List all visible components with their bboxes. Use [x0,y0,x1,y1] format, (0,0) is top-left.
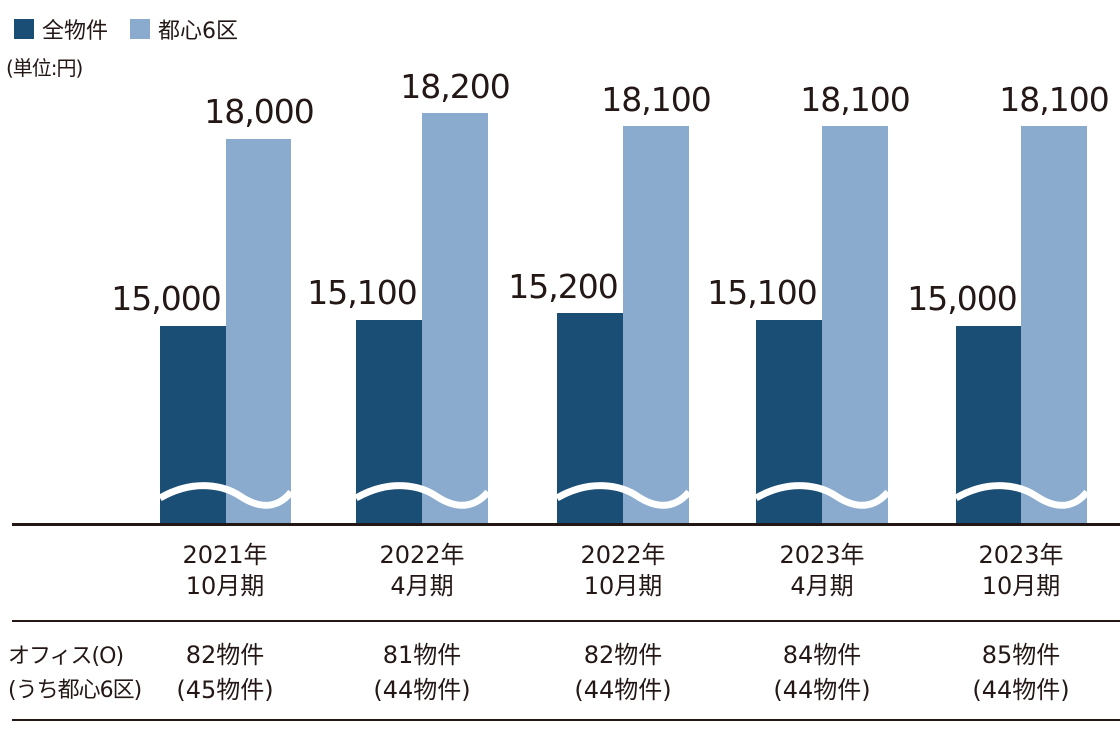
count-central6: (44物件) [773,676,871,704]
value-label: 15,200 [508,267,618,306]
value-label: 15,000 [111,279,221,318]
bar-central6-2021-oct [226,139,291,524]
category-year: 2022年 [580,541,666,569]
category-label: 2022年 10月期 [543,540,703,602]
category-period: 10月期 [981,572,1061,600]
bar-central6-2022-oct [623,126,689,524]
value-label: 18,100 [999,80,1109,119]
table-top-rule [12,620,1120,622]
property-count: 84物件 (44物件) [737,638,907,708]
category-period: 4月期 [390,572,454,600]
legend-item-all: 全物件 [14,13,108,45]
count-total: 85物件 [981,641,1061,669]
legend-swatch-all [14,19,34,39]
bar-all-2023-apr [756,320,822,524]
category-label: 2021年 10月期 [145,540,305,602]
category-year: 2022年 [379,541,465,569]
category-label: 2023年 4月期 [742,540,902,602]
legend-swatch-central6 [130,19,151,39]
value-label: 15,100 [307,273,417,312]
value-label: 18,000 [204,92,314,131]
count-total: 81物件 [382,641,462,669]
count-central6: (44物件) [373,676,471,704]
bar-central6-2022-apr [422,113,488,524]
category-period: 4月期 [790,572,854,600]
row-label: オフィス(O) (うち都心6区) [8,640,142,708]
category-year: 2021年 [182,541,268,569]
category-year: 2023年 [779,541,865,569]
property-count: 82物件 (44物件) [538,638,708,708]
category-year: 2023年 [978,541,1064,569]
value-label: 15,100 [707,273,817,312]
property-count: 82物件 (45物件) [140,638,310,708]
table-bottom-rule [12,719,1120,721]
legend-item-central6: 都心6区 [130,13,238,45]
legend: 全物件 都心6区 [14,14,260,44]
category-period: 10月期 [185,572,265,600]
bar-all-2021-oct [160,326,226,524]
property-count: 85物件 (44物件) [936,638,1106,708]
value-label: 15,000 [907,279,1017,318]
legend-label-all: 全物件 [42,19,109,44]
bar-all-2022-apr [356,320,422,524]
bar-central6-2023-apr [822,126,888,524]
category-label: 2022年 4月期 [342,540,502,602]
property-count: 81物件 (44物件) [337,638,507,708]
row-label-central6: (うち都心6区) [8,678,142,703]
bar-all-2022-oct [557,313,623,524]
x-axis-line [12,523,1120,526]
count-total: 82物件 [185,641,265,669]
bar-all-2023-oct [956,326,1021,524]
count-central6: (44物件) [972,676,1070,704]
value-label: 18,100 [601,80,711,119]
category-label: 2023年 10月期 [941,540,1101,602]
row-label-office: オフィス(O) [8,644,124,669]
unit-label: (単位:円) [6,56,83,80]
value-label: 18,100 [800,80,910,119]
legend-label-central6: 都心6区 [158,19,239,44]
bar-central6-2023-oct [1021,126,1087,524]
value-label: 18,200 [400,67,510,106]
count-central6: (45物件) [176,676,274,704]
category-period: 10月期 [583,572,663,600]
count-central6: (44物件) [574,676,672,704]
count-total: 84物件 [782,641,862,669]
count-total: 82物件 [583,641,663,669]
